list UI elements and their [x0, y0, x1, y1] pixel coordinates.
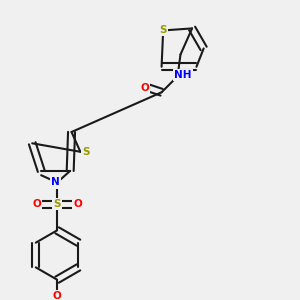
Text: O: O — [73, 199, 82, 209]
Text: N: N — [51, 178, 60, 188]
Text: S: S — [82, 147, 90, 157]
Text: S: S — [159, 26, 167, 35]
Text: O: O — [141, 83, 149, 93]
Text: NH: NH — [174, 70, 192, 80]
Text: O: O — [32, 199, 41, 209]
Text: O: O — [53, 291, 62, 300]
Text: S: S — [53, 199, 61, 209]
